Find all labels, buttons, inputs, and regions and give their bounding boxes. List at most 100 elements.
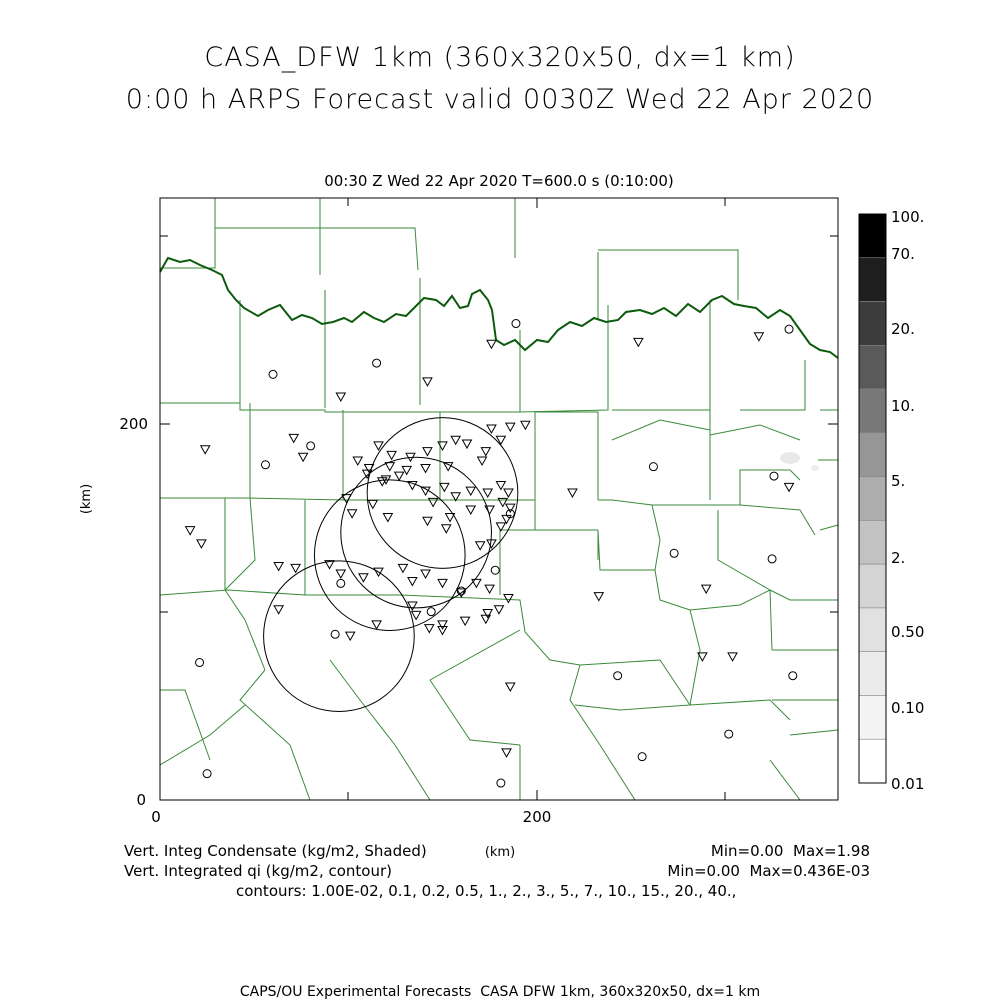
x-tick-200: 200 — [523, 808, 552, 826]
station-circle-marker — [372, 358, 382, 368]
station-triangle-marker — [501, 748, 512, 758]
station-circle-marker — [511, 319, 521, 329]
station-triangle-marker — [439, 482, 450, 493]
station-triangle-marker — [493, 605, 505, 615]
station-triangle-marker — [346, 509, 358, 519]
colorbar-segment — [858, 563, 887, 609]
station-circle-marker — [767, 554, 777, 564]
station-triangle-marker — [486, 424, 497, 435]
station-circle-marker — [613, 671, 623, 681]
station-triangle-marker — [593, 592, 605, 602]
station-triangle-marker — [397, 563, 409, 574]
condensate-shading — [780, 452, 800, 464]
station-triangle-marker — [335, 392, 347, 402]
colorbar-label: 70. — [891, 245, 915, 263]
station-circle-marker — [268, 369, 278, 379]
station-triangle-marker — [376, 477, 388, 487]
footer-field2: Vert. Integrated qi (kg/m2, contour) — [124, 862, 393, 880]
y-tick-200: 200 — [119, 415, 148, 433]
footer-field2-range: Min=0.00 Max=0.436E-03 — [667, 862, 870, 880]
station-triangle-marker — [273, 561, 285, 572]
station-triangle-marker — [482, 488, 494, 499]
station-triangle-marker — [450, 492, 462, 502]
station-triangle-marker — [373, 441, 384, 451]
station-triangle-marker — [444, 513, 456, 523]
station-triangle-marker — [199, 445, 211, 455]
station-triangle-marker — [196, 539, 207, 549]
station-triangle-marker — [437, 578, 448, 589]
station-circle-marker — [496, 778, 506, 788]
station-triangle-marker — [373, 567, 384, 578]
station-circle-marker — [490, 565, 500, 575]
radar-range-rings — [263, 417, 519, 712]
station-triangle-marker — [495, 480, 507, 491]
station-triangle-marker — [407, 480, 418, 491]
station-circle-marker — [330, 629, 340, 639]
station-triangle-marker — [697, 652, 708, 662]
station-triangle-marker — [405, 452, 416, 463]
station-triangle-marker — [503, 593, 514, 604]
colorbar-segment — [858, 213, 887, 259]
colorbar-segment — [858, 607, 887, 652]
station-triangle-marker — [495, 435, 507, 446]
station-triangle-marker — [459, 616, 471, 627]
x-tick-0: 0 — [151, 808, 161, 826]
station-circle-marker — [788, 671, 798, 681]
station-triangle-marker — [484, 584, 495, 595]
plot-frame — [159, 197, 839, 801]
station-triangle-marker — [437, 626, 448, 636]
station-circle-marker — [784, 324, 794, 334]
station-triangle-marker — [440, 524, 452, 534]
station-triangle-marker — [501, 514, 512, 525]
station-triangle-marker — [484, 505, 495, 515]
station-circle-marker — [669, 548, 679, 558]
station-triangle-marker — [410, 610, 422, 621]
station-triangle-marker — [407, 601, 418, 612]
station-circle-marker — [306, 441, 316, 451]
station-triangle-marker — [184, 526, 196, 536]
radar-range-ring — [263, 560, 415, 712]
station-triangle-marker — [476, 456, 488, 467]
station-circle-marker — [456, 586, 466, 596]
colorbar-label: 0.01 — [891, 775, 925, 793]
colorbar-segment — [858, 695, 887, 740]
y-tick-0: 0 — [136, 791, 146, 809]
station-triangle-marker — [290, 563, 301, 574]
colorbar-label: 5. — [891, 472, 906, 490]
colorbar-label: 10. — [891, 397, 915, 415]
station-triangle-marker — [504, 422, 516, 433]
station-triangle-marker — [422, 447, 433, 457]
station-circle-marker — [505, 509, 515, 519]
footer-contours: contours: 1.00E-02, 0.1, 0.2, 0.5, 1., 2… — [236, 882, 737, 900]
station-triangle-marker — [504, 503, 516, 514]
station-triangle-marker — [486, 339, 497, 350]
colorbar — [858, 213, 887, 784]
station-triangle-marker — [465, 486, 477, 497]
station-triangle-marker — [367, 499, 379, 510]
station-triangle-marker — [393, 471, 405, 482]
colorbar-segment — [858, 432, 887, 477]
plot-subtitle: 00:30 Z Wed 22 Apr 2020 T=600.0 s (0:10:… — [324, 172, 674, 190]
station-triangle-marker — [753, 332, 765, 342]
station-triangle-marker — [358, 573, 369, 583]
station-circle-marker — [426, 607, 436, 617]
station-triangle-marker — [482, 609, 494, 619]
station-triangle-marker — [700, 584, 712, 595]
station-triangle-marker — [427, 497, 439, 508]
colorbar-segment — [858, 651, 887, 696]
station-circle-marker — [195, 658, 205, 668]
station-circle-marker — [769, 471, 779, 481]
station-triangle-marker — [567, 488, 578, 499]
station-triangle-marker — [344, 631, 356, 642]
station-triangle-marker — [474, 541, 486, 551]
station-triangle-marker — [384, 462, 396, 472]
condensate-shading-2 — [811, 465, 819, 471]
footer-credit: CAPS/OU Experimental Forecasts CASA DFW … — [239, 984, 761, 1000]
colorbar-segment — [858, 738, 887, 784]
station-triangle-marker — [352, 456, 364, 467]
colorbar-label: 2. — [891, 549, 906, 567]
footer-field1: Vert. Integ Condensate (kg/m2, Shaded) — [124, 842, 427, 860]
station-triangle-marker — [471, 578, 482, 589]
station-triangle-marker — [401, 465, 413, 476]
station-triangle-marker — [442, 462, 454, 472]
